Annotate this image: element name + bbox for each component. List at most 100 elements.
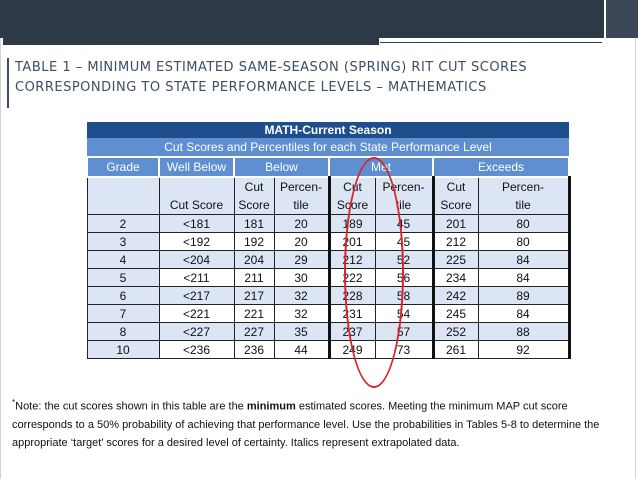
cell-met-cut: 189 xyxy=(327,214,376,233)
cell-below-cut: 236 xyxy=(233,340,275,359)
footnote-bold-word: minimum xyxy=(246,400,296,413)
cell-exceeds-pct: 89 xyxy=(477,286,571,305)
cell-met-cut: 212 xyxy=(327,250,376,269)
header-below: Below xyxy=(233,156,330,178)
cell-well-below: <181 xyxy=(158,214,235,233)
subheader-tile: tile xyxy=(374,196,434,215)
slide-corner-accent xyxy=(604,0,638,38)
cell-exceeds-pct: 84 xyxy=(477,268,571,287)
cell-grade: 5 xyxy=(86,268,160,287)
subheader-empty xyxy=(86,196,160,215)
subheader-cut-score: Cut Score xyxy=(158,196,235,215)
table-row: 4 <204 204 29 212 52 225 84 xyxy=(86,250,571,269)
cell-met-cut: 237 xyxy=(327,322,376,341)
cell-exceeds-cut: 225 xyxy=(431,250,479,269)
footnote-marker: * xyxy=(12,398,16,407)
cell-below-pct: 29 xyxy=(273,250,330,269)
slide-decor-bar xyxy=(3,38,379,45)
header-grade: Grade xyxy=(86,156,160,178)
cell-exceeds-cut: 242 xyxy=(431,286,479,305)
cell-grade: 4 xyxy=(86,250,160,269)
cell-below-cut: 221 xyxy=(233,304,275,323)
subheader-empty xyxy=(86,177,160,196)
table-title: TABLE 1 – MINIMUM ESTIMATED SAME-SEASON … xyxy=(7,58,625,108)
table-row: 6 <217 217 32 228 58 242 89 xyxy=(86,286,571,305)
cell-grade: 6 xyxy=(86,286,160,305)
cell-exceeds-cut: 212 xyxy=(431,232,479,251)
cell-well-below: <221 xyxy=(158,304,235,323)
subheader-tile: tile xyxy=(273,196,330,215)
subheader-tile: tile xyxy=(477,196,571,215)
cell-below-pct: 30 xyxy=(273,268,330,287)
cell-well-below: <204 xyxy=(158,250,235,269)
table-caption: MATH-Current Season xyxy=(87,122,569,138)
footnote-suffix: estimated scores. Meeting the minimum MA… xyxy=(12,400,600,449)
cell-grade: 3 xyxy=(86,232,160,251)
cell-met-cut: 231 xyxy=(327,304,376,323)
subheader-cut: Cut xyxy=(327,177,376,196)
cell-exceeds-cut: 261 xyxy=(431,340,479,359)
subheader-percen: Percen- xyxy=(273,177,330,196)
cell-met-pct: 57 xyxy=(374,322,434,341)
cell-met-pct: 52 xyxy=(374,250,434,269)
cell-below-pct: 32 xyxy=(273,286,330,305)
cut-score-table: MATH-Current Season Cut Scores and Perce… xyxy=(86,122,571,359)
cell-below-pct: 32 xyxy=(273,304,330,323)
cell-met-pct: 56 xyxy=(374,268,434,287)
cell-exceeds-pct: 80 xyxy=(477,214,571,233)
subheader-empty xyxy=(158,177,235,196)
subheader-percen: Percen- xyxy=(374,177,434,196)
table-row: 8 <227 227 35 237 57 252 88 xyxy=(86,322,571,341)
cell-exceeds-cut: 245 xyxy=(431,304,479,323)
cell-met-pct: 58 xyxy=(374,286,434,305)
table-subcaption: Cut Scores and Percentiles for each Stat… xyxy=(87,138,569,157)
cell-below-cut: 227 xyxy=(233,322,275,341)
header-exceeds: Exceeds xyxy=(432,156,570,178)
cell-grade: 7 xyxy=(86,304,160,323)
cell-below-pct: 20 xyxy=(273,232,330,251)
subheader-score: Score xyxy=(431,196,479,215)
cell-below-pct: 44 xyxy=(273,340,330,359)
slide-top-bar xyxy=(0,0,638,38)
table-row: 2 <181 181 20 189 45 201 80 xyxy=(86,214,571,233)
cell-exceeds-pct: 88 xyxy=(477,322,571,341)
cell-exceeds-cut: 234 xyxy=(431,268,479,287)
cell-below-pct: 20 xyxy=(273,214,330,233)
table-row: 10 <236 236 44 249 73 261 92 xyxy=(86,340,571,359)
footnote-prefix: Note: the cut scores shown in this table… xyxy=(15,400,247,413)
cell-below-cut: 181 xyxy=(233,214,275,233)
subheader-cut: Cut xyxy=(233,177,275,196)
cell-met-cut: 228 xyxy=(327,286,376,305)
cell-exceeds-cut: 201 xyxy=(431,214,479,233)
table-title-line-1: TABLE 1 – MINIMUM ESTIMATED SAME-SEASON … xyxy=(15,60,528,75)
cell-well-below: <211 xyxy=(158,268,235,287)
cell-well-below: <227 xyxy=(158,322,235,341)
cell-met-cut: 249 xyxy=(327,340,376,359)
slide-decor-line xyxy=(380,42,602,43)
cell-well-below: <192 xyxy=(158,232,235,251)
cell-met-cut: 222 xyxy=(327,268,376,287)
table-row: 5 <211 211 30 222 56 234 84 xyxy=(86,268,571,287)
header-well-below: Well Below xyxy=(158,156,235,178)
cell-exceeds-pct: 80 xyxy=(477,232,571,251)
cell-well-below: <236 xyxy=(158,340,235,359)
cell-met-pct: 45 xyxy=(374,214,434,233)
cell-exceeds-pct: 92 xyxy=(477,340,571,359)
table-row: 7 <221 221 32 231 54 245 84 xyxy=(86,304,571,323)
cell-below-pct: 35 xyxy=(273,322,330,341)
subheader-percen: Percen- xyxy=(477,177,571,196)
table-title-line-2: CORRESPONDING TO STATE PERFORMANCE LEVEL… xyxy=(15,80,487,95)
slide-decor-gap xyxy=(380,38,383,45)
cell-grade: 10 xyxy=(86,340,160,359)
cell-exceeds-cut: 252 xyxy=(431,322,479,341)
cell-met-pct: 45 xyxy=(374,232,434,251)
cell-exceeds-pct: 84 xyxy=(477,250,571,269)
cell-below-cut: 192 xyxy=(233,232,275,251)
cell-grade: 2 xyxy=(86,214,160,233)
cell-below-cut: 204 xyxy=(233,250,275,269)
cell-met-cut: 201 xyxy=(327,232,376,251)
subheader-score: Score xyxy=(327,196,376,215)
cell-met-pct: 73 xyxy=(374,340,434,359)
header-met: Met xyxy=(328,156,434,178)
cell-below-cut: 211 xyxy=(233,268,275,287)
